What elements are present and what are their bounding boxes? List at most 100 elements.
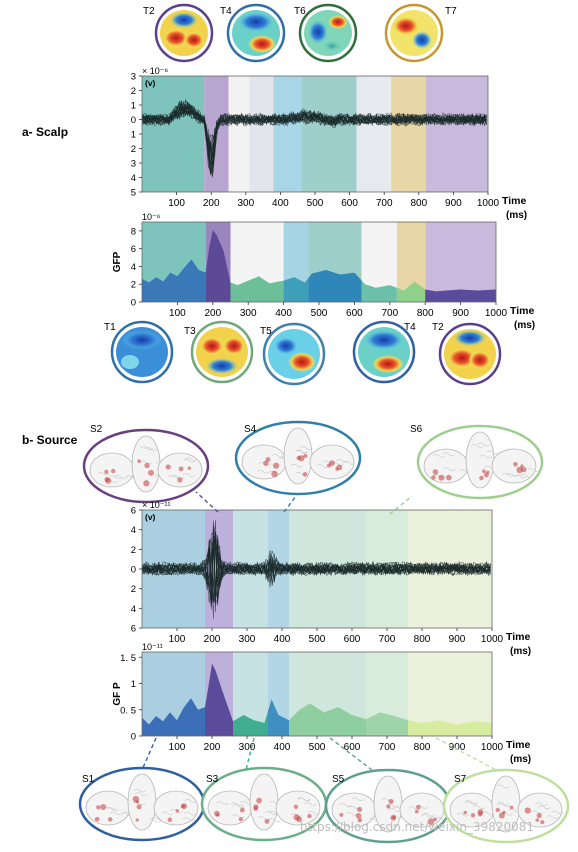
gfp-area xyxy=(425,289,496,302)
topomap-label: T4 xyxy=(220,6,232,17)
brain-label: S5 xyxy=(332,774,345,785)
x-tick-label: 700 xyxy=(376,198,393,209)
connector-arrows xyxy=(141,491,497,771)
y-tick-label: 4 xyxy=(131,525,136,536)
brain-label: S1 xyxy=(82,774,95,785)
x-axis-unit: (ms) xyxy=(514,320,535,331)
scalp-bottom-topomaps: T1 T3 T5 T4 xyxy=(104,320,502,386)
y-tick-label: 1. 5 xyxy=(120,653,136,664)
topomap-label: T6 xyxy=(294,6,306,17)
scalp-gfp-chart: 100 200 300 400 500 600 700 800 900 1000 8 6 4 2 0 10⁻⁶… xyxy=(112,212,535,331)
gfp-area xyxy=(142,698,205,736)
source-section-label: b- Source xyxy=(22,433,78,447)
topomap-label: T7 xyxy=(445,6,457,17)
x-tick-label: 700 xyxy=(379,634,396,645)
y-tick-label: 2 xyxy=(131,144,136,155)
y-tick-label: 4 xyxy=(131,604,136,615)
time-segment xyxy=(425,222,496,302)
y-tick-label: 0 xyxy=(131,298,136,309)
time-segment xyxy=(228,76,250,192)
topomap-T4: T4 xyxy=(220,3,286,63)
topomap-label: T4 xyxy=(404,322,416,333)
x-axis-label: Time xyxy=(510,305,534,317)
x-tick-label: 200 xyxy=(204,634,221,645)
gfp-area xyxy=(361,280,397,302)
x-tick-label: 500 xyxy=(309,742,326,753)
source-signal-chart: 100 200 300 400 500 600 700 800 900 1000 6 4 2 0 2 4 6 × … xyxy=(131,500,531,657)
x-tick-label: 300 xyxy=(237,198,254,209)
gfp-area xyxy=(308,270,362,302)
brain-view-S2: S2 xyxy=(82,424,210,504)
x-axis-label: Time xyxy=(506,631,530,643)
y-tick-label: 3 xyxy=(131,159,136,170)
x-tick-label: 500 xyxy=(309,634,326,645)
gfp-area xyxy=(233,711,268,736)
y-tick-label: 6 xyxy=(131,244,136,255)
x-tick-label: 600 xyxy=(344,742,361,753)
time-segment xyxy=(301,76,357,192)
y-tick-label: 0 xyxy=(131,565,136,576)
x-tick-label: 400 xyxy=(274,634,291,645)
x-tick-label: 700 xyxy=(381,308,398,319)
topomap-T4-bottom: T4 xyxy=(352,320,416,384)
topomap-label: T5 xyxy=(260,326,272,337)
brain-view-S7: S7 xyxy=(442,768,570,844)
source-top-brains: S2 S4 S6 xyxy=(82,420,544,504)
x-tick-label: 600 xyxy=(344,634,361,645)
gfp-area xyxy=(268,699,289,736)
y-tick-label: 1 xyxy=(131,679,136,690)
topomap-label: T3 xyxy=(184,326,196,337)
time-segment xyxy=(142,76,205,192)
topomap-T5: T5 xyxy=(260,322,326,386)
x-tick-label: 100 xyxy=(169,634,186,645)
x-tick-label: 600 xyxy=(346,308,363,319)
y-tick-label: 8 xyxy=(131,226,136,237)
time-segment xyxy=(273,76,302,192)
x-tick-label: 800 xyxy=(414,634,431,645)
x-tick-label: 1000 xyxy=(485,308,508,319)
x-tick-label: 200 xyxy=(203,198,220,209)
gfp-area xyxy=(396,281,426,302)
topomap-T7: T7 xyxy=(384,3,457,63)
y-unit-label: (v) xyxy=(145,512,156,522)
gfp-area xyxy=(289,703,366,736)
x-tick-label: 1000 xyxy=(481,634,504,645)
y-tick-label: 4 xyxy=(131,262,136,273)
gfp-area xyxy=(205,663,233,736)
signal-trace xyxy=(141,105,487,160)
signal-trace xyxy=(141,105,487,158)
time-segment xyxy=(391,76,426,192)
y-tick-label: 0. 5 xyxy=(120,705,136,716)
topomap-T2-bottom: T2 xyxy=(432,322,502,386)
x-tick-label: 300 xyxy=(240,308,257,319)
gfp-area xyxy=(205,230,231,302)
scalp-top-topomaps: T2 T4 T6 T7 xyxy=(143,3,457,63)
y-tick-label: 0 xyxy=(131,115,136,126)
x-tick-label: 400 xyxy=(274,742,291,753)
signal-trace xyxy=(141,102,487,170)
gfp-area xyxy=(408,720,492,736)
y-axis-label: GFP xyxy=(112,251,123,272)
brain-label: S6 xyxy=(410,424,423,435)
y-tick-label: 2 xyxy=(131,584,136,595)
signal-trace xyxy=(141,102,487,165)
gfp-area xyxy=(230,276,284,302)
time-segment xyxy=(425,76,488,192)
x-tick-label: 900 xyxy=(449,634,466,645)
x-tick-label: 300 xyxy=(239,742,256,753)
signal-trace xyxy=(141,531,491,591)
y-axis-label: GF P xyxy=(112,682,123,706)
y-tick-label: 2 xyxy=(131,545,136,556)
x-tick-label: 100 xyxy=(169,742,186,753)
y-tick-label: 4 xyxy=(131,173,136,184)
exponent-label: 10⁻⁶ xyxy=(142,212,161,222)
x-tick-label: 500 xyxy=(307,198,324,209)
topomap-T1: T1 xyxy=(104,320,174,384)
x-tick-label: 500 xyxy=(311,308,328,319)
gfp-area xyxy=(283,277,309,302)
signal-trace xyxy=(141,520,491,602)
x-axis-unit: (ms) xyxy=(506,210,527,221)
x-tick-label: 900 xyxy=(449,742,466,753)
x-tick-label: 200 xyxy=(204,742,221,753)
